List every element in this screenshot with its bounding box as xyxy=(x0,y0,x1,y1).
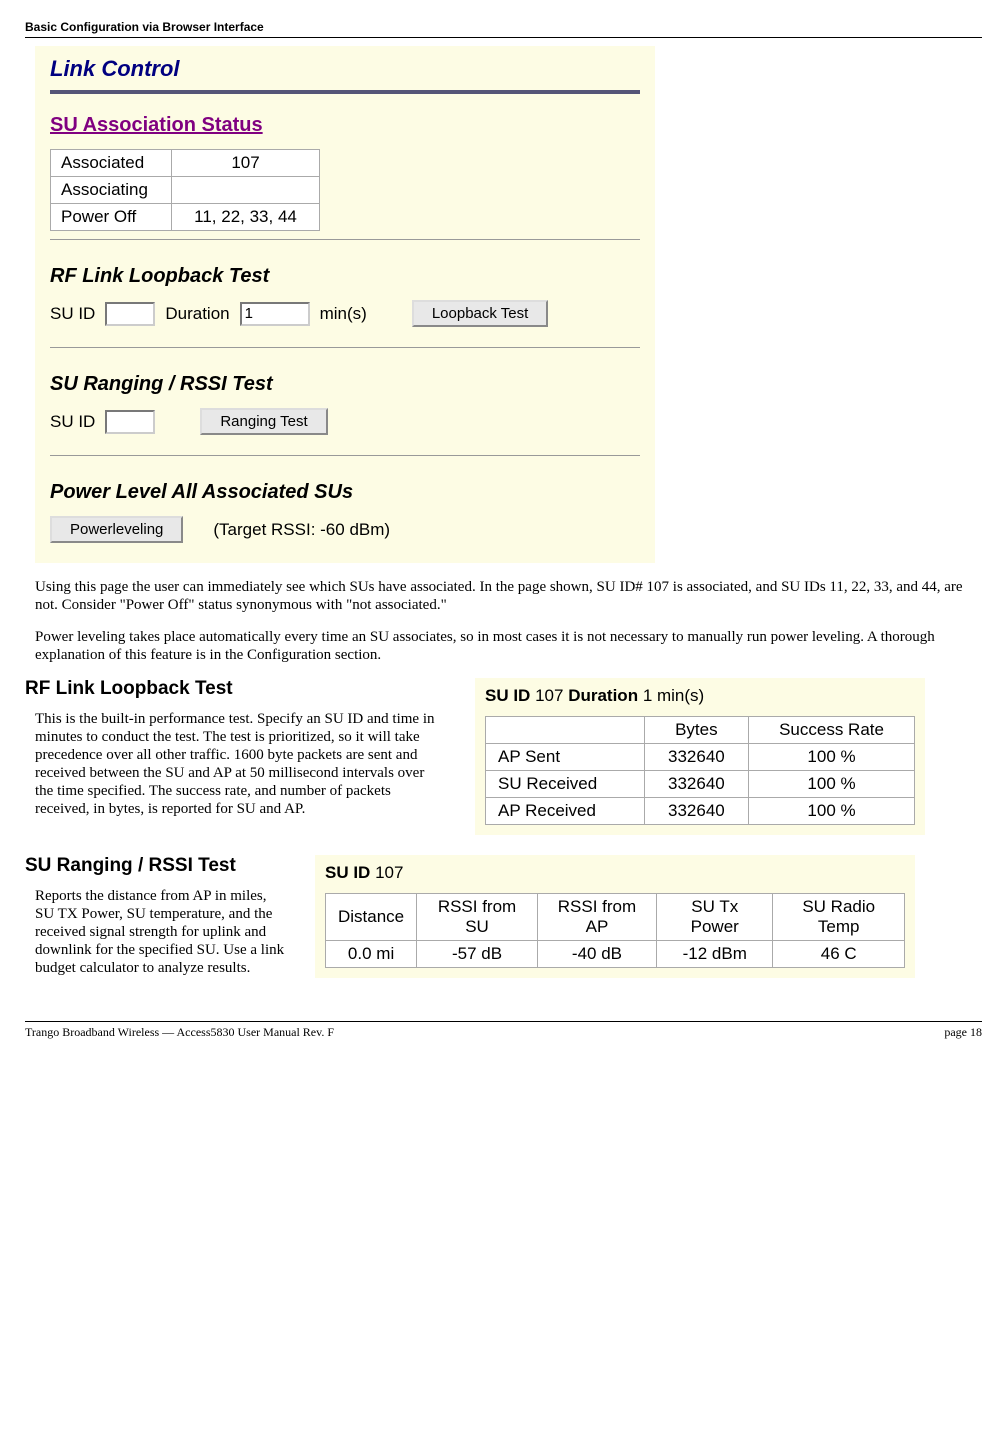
ranging-test-button[interactable]: Ranging Test xyxy=(200,408,327,435)
link-control-title: Link Control xyxy=(50,56,640,82)
doc-ranging-heading: SU Ranging / RSSI Test xyxy=(25,855,295,877)
table-row: Associated107 xyxy=(51,150,320,177)
loopback-form: SU ID Duration min(s) Loopback Test xyxy=(50,300,640,327)
footer-right: page 18 xyxy=(944,1025,982,1040)
loopback-result-table: BytesSuccess Rate AP Sent332640100 % SU … xyxy=(485,716,915,825)
doc-loopback-text: This is the built-in performance test. S… xyxy=(35,710,445,818)
table-row: 0.0 mi -57 dB -40 dB -12 dBm 46 C xyxy=(326,941,905,968)
page-header: Basic Configuration via Browser Interfac… xyxy=(25,20,982,38)
table-row: Power Off11, 22, 33, 44 xyxy=(51,204,320,231)
loopback-result-box: SU ID 107 Duration 1 min(s) BytesSuccess… xyxy=(475,678,925,835)
assoc-status-table: Associated107 Associating Power Off11, 2… xyxy=(50,149,320,231)
page-footer: Trango Broadband Wireless — Access5830 U… xyxy=(25,1021,982,1040)
loopback-result-header: SU ID 107 Duration 1 min(s) xyxy=(485,686,915,706)
loopback-test-button[interactable]: Loopback Test xyxy=(412,300,548,327)
table-row: SU Received332640100 % xyxy=(486,771,915,798)
unit-label: min(s) xyxy=(320,304,367,324)
intro-paragraph-2: Power leveling takes place automatically… xyxy=(35,628,972,664)
doc-loopback-heading: RF Link Loopback Test xyxy=(25,678,455,700)
divider xyxy=(50,90,640,94)
suid-label: SU ID xyxy=(50,412,95,432)
duration-label: Duration xyxy=(165,304,229,324)
target-rssi-label: (Target RSSI: -60 dBm) xyxy=(213,520,390,540)
powerlevel-form: Powerleveling (Target RSSI: -60 dBm) xyxy=(50,516,640,543)
loopback-duration-input[interactable] xyxy=(240,302,310,326)
suid-label: SU ID xyxy=(50,304,95,324)
loopback-suid-input[interactable] xyxy=(105,302,155,326)
link-control-ui: Link Control SU Association Status Assoc… xyxy=(35,46,655,563)
footer-left: Trango Broadband Wireless — Access5830 U… xyxy=(25,1025,334,1040)
ranging-result-header: SU ID 107 xyxy=(325,863,905,883)
table-row: Associating xyxy=(51,177,320,204)
powerlevel-heading: Power Level All Associated SUs xyxy=(50,481,640,504)
doc-ranging-text: Reports the distance from AP in miles, S… xyxy=(35,887,285,977)
powerleveling-button[interactable]: Powerleveling xyxy=(50,516,183,543)
assoc-status-heading: SU Association Status xyxy=(50,114,640,137)
ranging-result-box: SU ID 107 Distance RSSI from SU RSSI fro… xyxy=(315,855,915,978)
intro-paragraph-1: Using this page the user can immediately… xyxy=(35,578,972,614)
ranging-heading: SU Ranging / RSSI Test xyxy=(50,373,640,396)
ranging-form: SU ID Ranging Test xyxy=(50,408,640,435)
table-row: AP Received332640100 % xyxy=(486,798,915,825)
ranging-suid-input[interactable] xyxy=(105,410,155,434)
ranging-result-table: Distance RSSI from SU RSSI from AP SU Tx… xyxy=(325,893,905,968)
loopback-heading: RF Link Loopback Test xyxy=(50,265,640,288)
table-row: AP Sent332640100 % xyxy=(486,744,915,771)
